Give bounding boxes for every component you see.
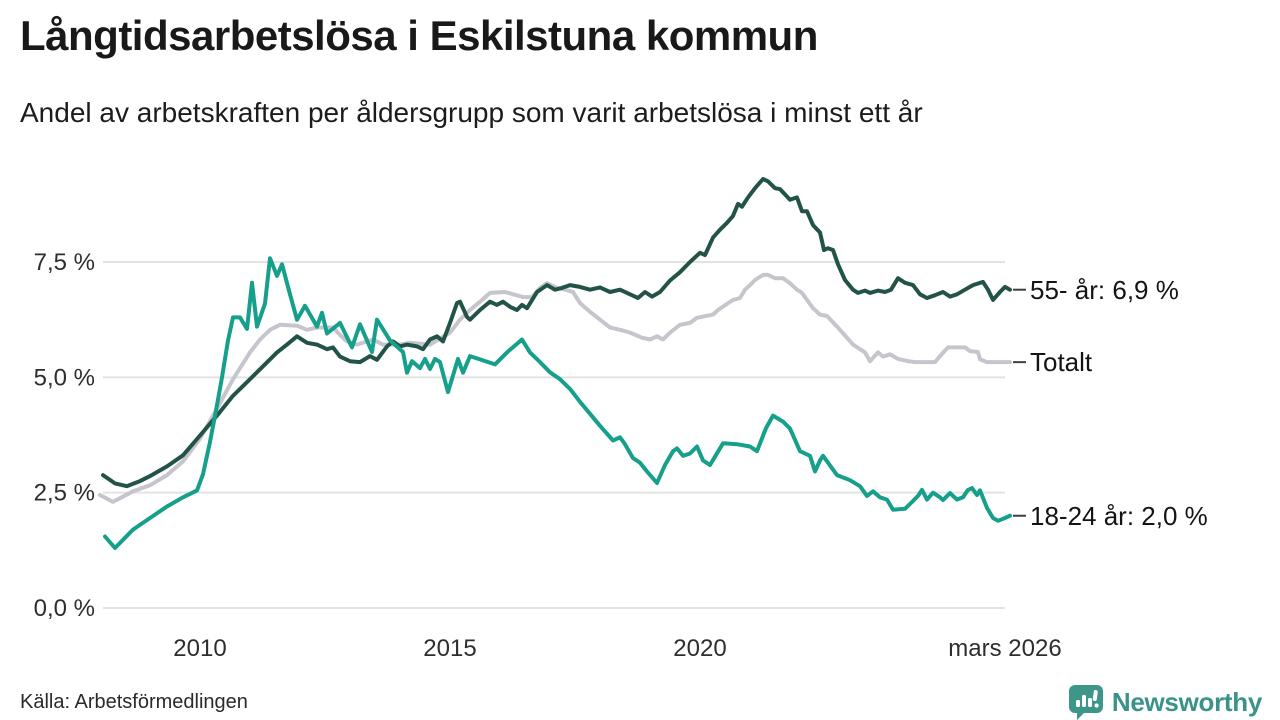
series-line-total [98,272,1012,504]
y-axis-tick-label: 7,5 % [34,249,95,276]
x-axis-tick-label: 2015 [423,635,476,662]
series-line-18-24 [103,256,1012,550]
series-line-55 [101,177,1012,489]
x-axis-tick-label: mars 2026 [948,635,1061,662]
series-end-label-total: Totalt [1030,347,1093,378]
series-end-label-55: 55- år: 6,9 % [1030,274,1179,305]
y-axis-tick-label: 2,5 % [34,480,95,507]
newsworthy-logo: Newsworthy [1068,684,1262,720]
page-title: Långtidsarbetslösa i Eskilstuna kommun [20,12,818,59]
y-axis-tick-label: 0,0 % [34,595,95,622]
source-note: Källa: Arbetsförmedlingen [20,691,248,713]
x-axis-tick-label: 2010 [173,635,226,662]
newsworthy-logo-icon [1068,685,1103,720]
newsworthy-wordmark: Newsworthy [1111,686,1262,717]
series-end-label-18-24: 18-24 år: 2,0 % [1030,500,1208,531]
y-axis-tick-label: 5,0 % [34,364,95,391]
chart-subtitle: Andel av arbetskraften per åldersgrupp s… [20,97,923,128]
x-axis-tick-label: 2020 [673,635,726,662]
